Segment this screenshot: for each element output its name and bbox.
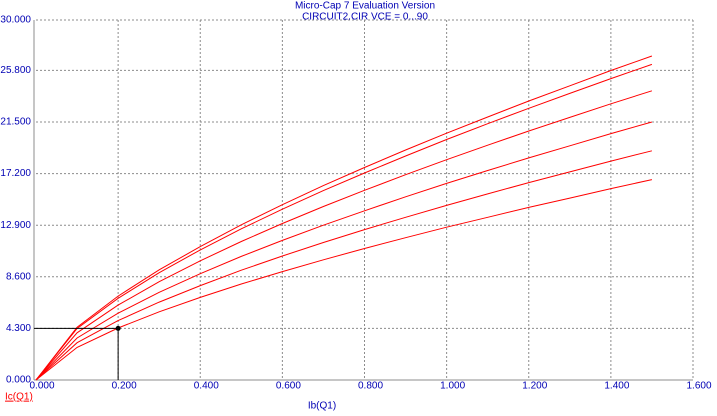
y-axis-label: Ic(Q1) [5, 392, 33, 403]
chart-subtitle: CIRCUIT2.CIR VCE = 0...90 [302, 12, 428, 23]
x-axis-label: Ib(Q1) [308, 401, 336, 412]
curve [35, 63, 653, 381]
y-tick-label: 4.300 [6, 323, 31, 334]
x-tick-label: 0.600 [276, 381, 301, 392]
curve [35, 150, 653, 381]
x-tick-label: 1.600 [686, 381, 711, 392]
chart-title: Micro-Cap 7 Evaluation Version [295, 1, 435, 12]
x-tick-label: 0.800 [358, 381, 383, 392]
y-tick-label: 25.800 [0, 65, 31, 76]
curve [35, 55, 653, 381]
y-tick-label: 12.900 [0, 220, 31, 231]
curve [35, 90, 653, 381]
x-tick-label: 0.400 [194, 381, 219, 392]
y-tick-label: 8.600 [6, 271, 31, 282]
y-tick-label: 21.500 [0, 117, 31, 128]
cursor-point [115, 325, 121, 331]
x-tick-label: 1.000 [440, 381, 465, 392]
x-tick-label: 1.400 [604, 381, 629, 392]
x-tick-label: 1.200 [522, 381, 547, 392]
y-tick-label: 30.000 [0, 15, 31, 26]
y-tick-label: 17.200 [0, 168, 31, 179]
x-tick-label: 0.200 [112, 381, 137, 392]
x-tick-label: 0.000 [29, 381, 54, 392]
curve [35, 121, 653, 381]
y-tick-label: 0.000 [6, 375, 31, 386]
curve [35, 179, 653, 381]
